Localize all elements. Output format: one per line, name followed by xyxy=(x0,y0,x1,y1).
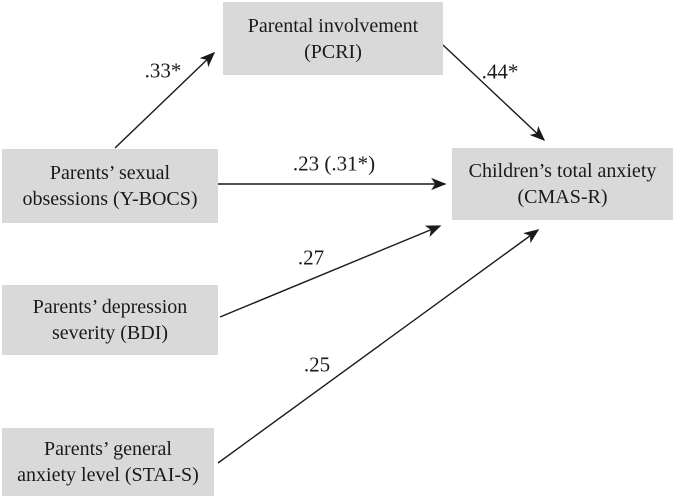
node-label-line: Parental involvement xyxy=(247,14,419,37)
node-label-line: Children’s total anxiety xyxy=(468,160,657,182)
coefficient-ybocs-pcri: .33* xyxy=(144,58,182,83)
node-label-line: obsessions (Y-BOCS) xyxy=(22,188,198,210)
node-label-line: Parents’ sexual xyxy=(49,162,171,184)
node-label-line: (CMAS-R) xyxy=(517,186,608,208)
edge-bdi-to-cmasr xyxy=(219,225,442,318)
node-childrens-total-anxiety: Children’s total anxiety (CMAS-R) xyxy=(452,148,673,220)
coefficient-bdi-cmasr: .27 xyxy=(297,245,325,270)
node-label-line: severity (BDI) xyxy=(51,322,169,344)
edge-stais-to-cmasr xyxy=(217,229,540,464)
node-label-line: anxiety level (STAI-S) xyxy=(17,464,199,486)
edge-pcri-to-cmasr xyxy=(442,44,546,142)
coefficient-stais-cmasr: .25 xyxy=(303,352,331,377)
node-parents-general-anxiety: Parents’ general anxiety level (STAI-S) xyxy=(2,428,214,496)
coefficient-ybocs-cmasr: .23 (.31*) xyxy=(292,151,376,176)
node-parents-sexual-obsessions: Parents’ sexual obsessions (Y-BOCS) xyxy=(2,149,218,223)
node-parents-depression-severity: Parents’ depression severity (BDI) xyxy=(2,285,218,355)
coefficient-pcri-cmasr: .44* xyxy=(481,59,519,84)
node-label-line: Parents’ general xyxy=(44,438,172,460)
node-label-line: Parents’ depression xyxy=(32,296,188,318)
node-parental-involvement: Parental involvement (PCRI) xyxy=(223,2,443,75)
node-label-line: (PCRI) xyxy=(304,40,362,63)
edge-ybocs-to-pcri xyxy=(114,51,216,149)
